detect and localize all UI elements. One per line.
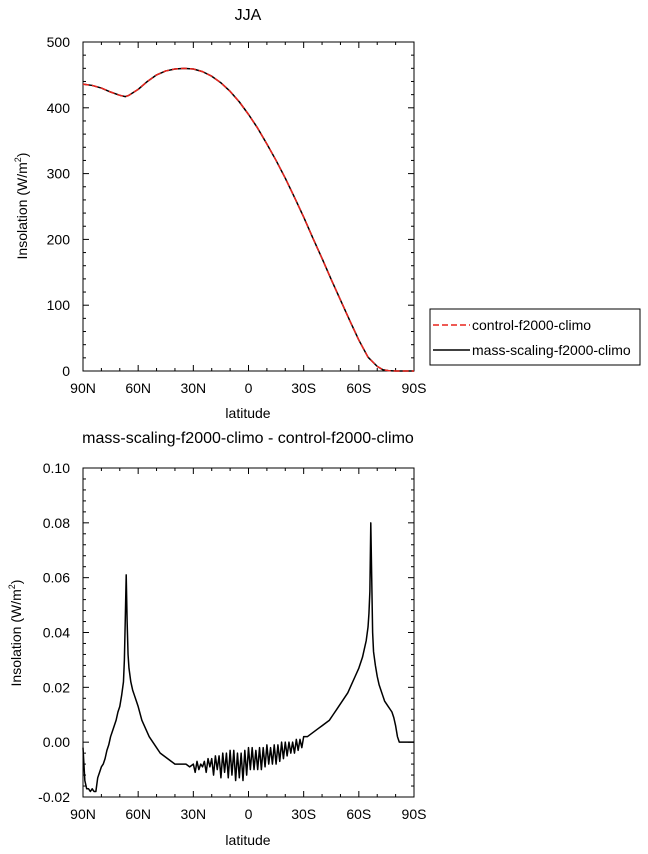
y-axis-label: Insolation (W/m2) bbox=[13, 153, 30, 260]
x-tick-label: 30N bbox=[180, 806, 206, 822]
x-tick-label: 0 bbox=[245, 380, 253, 396]
x-tick-label: 60S bbox=[346, 806, 371, 822]
y-tick-label: 0.04 bbox=[43, 625, 70, 641]
series-group bbox=[82, 522, 414, 793]
x-tick-label: 0 bbox=[245, 806, 253, 822]
y-tick-label: 0 bbox=[62, 363, 70, 379]
x-tick-label: 90S bbox=[402, 806, 427, 822]
y-tick-label: 0.00 bbox=[43, 734, 70, 750]
plot-frame bbox=[82, 41, 415, 372]
chart-title: JJA bbox=[235, 7, 262, 24]
tick-group: 90N 60N 30N 0 30S 60S 90S -0.02 0.00 0.02 0.04 0.06… bbox=[38, 460, 426, 822]
series-group bbox=[82, 67, 414, 372]
x-tick-label: 30S bbox=[291, 806, 316, 822]
series-line-mass-scaling-f2000-climo-control-f2000-climo bbox=[82, 522, 414, 793]
legend-label-control: control-f2000-climo bbox=[472, 317, 591, 333]
legend-frame bbox=[429, 308, 641, 366]
y-axis-label: Insolation (W/m2) bbox=[7, 580, 24, 687]
difference-chart: mass-scaling-f2000-climo - control-f2000… bbox=[7, 430, 426, 848]
y-tick-label: 200 bbox=[47, 231, 71, 247]
insolation-chart: JJA 90N 60N 30N 0 30S 60S 90S0100200300400500 … bbox=[13, 7, 426, 421]
y-tick-label: 0.08 bbox=[43, 515, 70, 531]
x-tick-label: 60N bbox=[125, 380, 151, 396]
series-line-control-f2000-climo bbox=[82, 67, 414, 372]
y-tick-label: 0.02 bbox=[43, 679, 70, 695]
y-tick-label: 300 bbox=[47, 166, 71, 182]
tick-group: 90N 60N 30N 0 30S 60S 90S 0 100 200 300 400 500 bbox=[47, 34, 427, 396]
y-tick-label: -0.02 bbox=[38, 789, 70, 805]
y-tick-label: 100 bbox=[47, 297, 71, 313]
x-tick-label: 60S bbox=[346, 380, 371, 396]
x-tick-label: 90N bbox=[70, 806, 96, 822]
x-axis-label: latitude bbox=[225, 405, 270, 421]
x-tick-label: 60N bbox=[125, 806, 151, 822]
x-tick-label: 30N bbox=[180, 380, 206, 396]
x-tick-label: 30S bbox=[291, 380, 316, 396]
y-tick-label: 0.10 bbox=[43, 460, 70, 476]
y-tick-label: 500 bbox=[47, 34, 71, 50]
x-tick-label: 90N bbox=[70, 380, 96, 396]
legend-label-mass-scaling: mass-scaling-f2000-climo bbox=[472, 342, 631, 358]
chart-title: mass-scaling-f2000-climo - control-f2000… bbox=[82, 430, 414, 447]
y-tick-label: 400 bbox=[47, 100, 71, 116]
x-axis-label: latitude bbox=[225, 832, 270, 848]
y-tick-label: 0.06 bbox=[43, 570, 70, 586]
x-tick-label: 90S bbox=[402, 380, 427, 396]
legend: control-f2000-climo mass-scaling-f2000-c… bbox=[429, 308, 641, 366]
